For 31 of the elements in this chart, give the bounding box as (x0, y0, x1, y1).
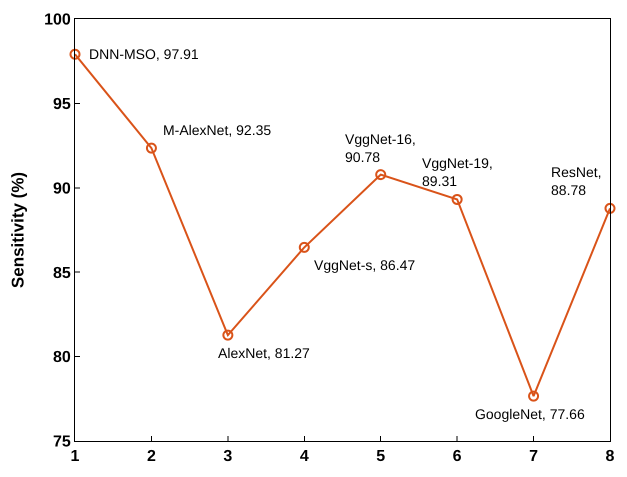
point (375, 169, 386, 180)
y-tick-label: 85 (53, 264, 71, 282)
x-tick-label: 4 (300, 448, 309, 466)
annotation: VggNet-19, 89.31 (422, 155, 493, 190)
x-tick-label: 7 (529, 448, 538, 466)
annotation: AlexNet, 81.27 (218, 345, 310, 361)
x-tick-label: 1 (70, 448, 80, 466)
y-axis-title: Sensitivity (%) (8, 172, 28, 288)
point (452, 194, 463, 205)
point (146, 142, 157, 154)
point (604, 202, 616, 214)
annotation: M-AlexNet, 92.35 (163, 122, 272, 138)
y-tick-label: 90 (53, 180, 71, 198)
annotation: VggNet-16, 90.78 (345, 131, 416, 166)
annotation: GoogleNet, 77.66 (475, 406, 585, 422)
point (222, 330, 234, 341)
annotation: VggNet-s, 86.47 (314, 257, 416, 273)
annotation: DNN-MSO, 97.91 (89, 46, 199, 62)
point (298, 242, 310, 253)
x-tick-label: 8 (606, 448, 615, 466)
y-tick-label: 75 (53, 434, 71, 451)
x-tick-label: 5 (376, 448, 386, 466)
y-tick-label: 95 (53, 96, 71, 113)
x-tick-label: 3 (223, 448, 232, 466)
y-tick-label: 80 (53, 349, 71, 366)
y-tick-label: 100 (44, 12, 71, 29)
annotation: ResNet, 88.78 (551, 164, 602, 198)
point (70, 48, 80, 60)
point (528, 390, 540, 402)
x-tick-label: 6 (452, 448, 462, 466)
x-tick-label: 2 (146, 448, 156, 466)
